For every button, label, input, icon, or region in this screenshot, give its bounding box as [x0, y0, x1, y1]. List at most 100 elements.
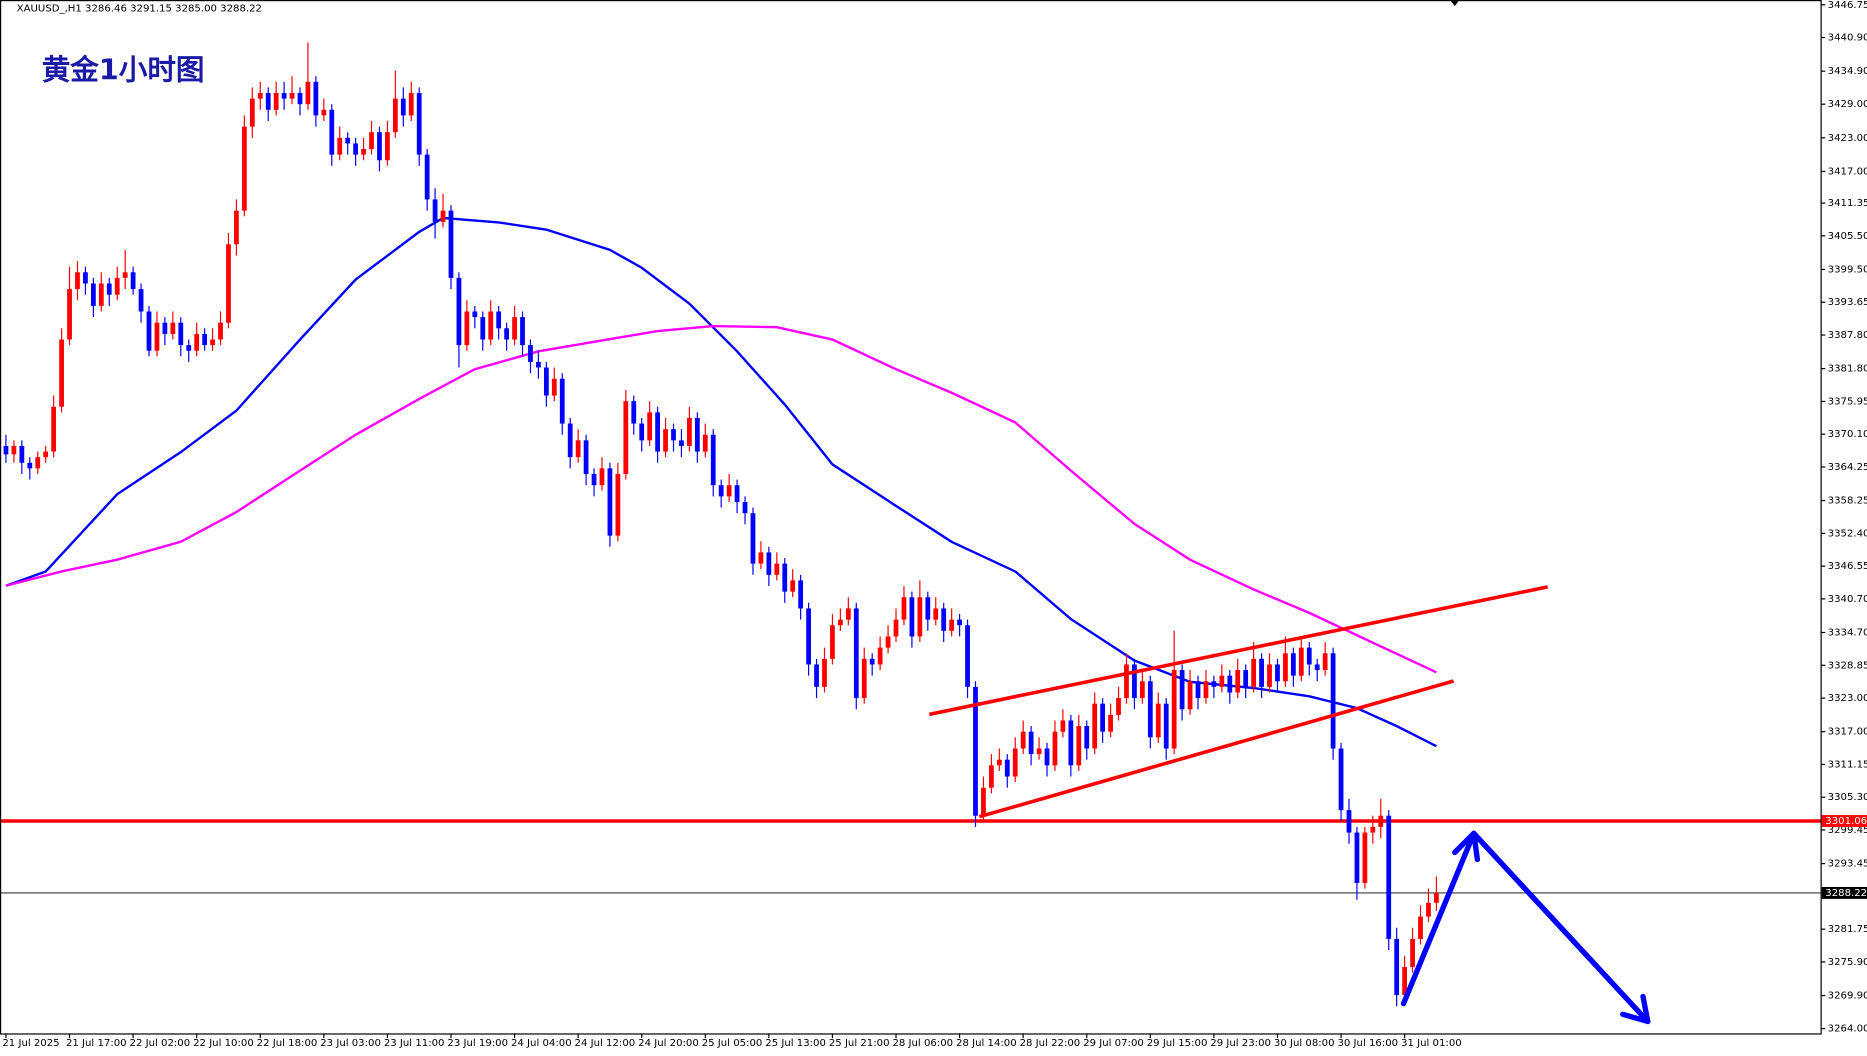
price-label: 3288.22	[1825, 888, 1867, 899]
y-tick-label: 3311.15	[1828, 759, 1867, 770]
candle-body	[536, 361, 541, 368]
candle-body	[241, 126, 247, 211]
candle-body	[1283, 653, 1288, 682]
candle-body	[750, 513, 756, 564]
candle-body	[19, 445, 25, 463]
candle-body	[464, 311, 470, 346]
candle-body	[98, 283, 104, 306]
candle-body	[1219, 675, 1225, 687]
candle-body	[718, 485, 724, 497]
candle-body	[583, 440, 589, 474]
candle-body	[369, 132, 374, 150]
x-tick-label: 23 Jul 19:00	[447, 1038, 508, 1049]
candle-body	[631, 401, 637, 424]
x-tick-label: 22 Jul 02:00	[130, 1038, 191, 1049]
candle-body	[106, 283, 112, 295]
candle-body	[472, 311, 478, 318]
candle-body	[440, 210, 446, 222]
candle-body	[734, 485, 740, 502]
candle-body	[830, 625, 835, 659]
candle-body	[90, 283, 96, 306]
candle-body	[543, 367, 549, 396]
candle-body	[1275, 664, 1280, 682]
candle-body	[766, 552, 772, 575]
candle-body	[567, 423, 573, 458]
candle-body	[377, 132, 382, 161]
y-tick-label: 3281.75	[1828, 924, 1867, 935]
x-tick-label: 25 Jul 05:00	[702, 1038, 763, 1049]
candle-body	[1346, 810, 1352, 833]
moving-average	[5, 324, 1437, 674]
candle-body	[408, 93, 414, 116]
x-tick-label: 22 Jul 10:00	[193, 1038, 254, 1049]
candle-body	[909, 597, 915, 637]
y-tick-label: 3305.30	[1828, 792, 1867, 803]
candle-body	[822, 658, 827, 687]
y-tick-label: 3364.25	[1828, 462, 1867, 473]
candle-body	[591, 473, 597, 486]
candle-body	[726, 485, 732, 497]
y-tick-label: 3375.95	[1828, 396, 1867, 407]
candle-body	[1092, 703, 1098, 749]
candle-body	[512, 317, 517, 340]
candle-body	[162, 322, 168, 334]
candle-body	[289, 93, 295, 99]
candle-body	[599, 468, 605, 486]
candle-body	[424, 154, 430, 200]
x-tick-label: 31 Jul 01:00	[1401, 1038, 1462, 1049]
candle-body	[869, 658, 875, 665]
candle-body	[893, 619, 899, 637]
candle-body	[1362, 832, 1368, 883]
candle-body	[305, 81, 311, 105]
candle-body	[1052, 731, 1058, 766]
price-label-box	[1821, 886, 1867, 899]
candle-body	[265, 93, 271, 110]
candle-body	[1036, 748, 1042, 755]
candle-body	[1386, 815, 1392, 939]
x-tick-label: 30 Jul 08:00	[1274, 1038, 1335, 1049]
candle-body	[138, 289, 144, 312]
candle-body	[35, 457, 41, 469]
candle-body	[178, 322, 184, 346]
x-tick-label: 24 Jul 12:00	[575, 1038, 636, 1049]
plot-border	[0, 0, 1822, 1035]
candle-body	[11, 445, 17, 455]
candle-body	[59, 339, 64, 407]
candle-body	[1004, 759, 1010, 777]
channel-upper	[928, 585, 1549, 717]
y-tick-label: 3264.00	[1828, 1024, 1867, 1035]
candle-body	[687, 417, 692, 446]
candle-body	[996, 759, 1002, 766]
candle-body	[1338, 748, 1344, 811]
candle-body	[385, 132, 390, 161]
candle-body	[313, 81, 319, 116]
x-tick-label: 21 Jul 2025	[2, 1038, 59, 1049]
y-tick-label: 3293.45	[1828, 859, 1867, 870]
candle-body	[655, 412, 660, 452]
candle-body	[186, 345, 192, 351]
y-tick-label: 3393.65	[1828, 297, 1867, 308]
arrow-up	[1400, 830, 1477, 1007]
candle-body	[845, 608, 851, 620]
candle-body	[885, 636, 891, 648]
x-tick-label: 23 Jul 03:00	[320, 1038, 381, 1049]
candle-body	[575, 440, 581, 458]
candle-body	[1227, 675, 1233, 693]
candle-body	[957, 619, 962, 626]
candle-body	[1290, 653, 1296, 676]
x-tick-label: 24 Jul 04:00	[511, 1038, 572, 1049]
candle-body	[1298, 647, 1304, 676]
candle-body	[1139, 681, 1145, 699]
candle-body	[416, 93, 422, 155]
candle-body	[607, 468, 613, 536]
candle-body	[1259, 658, 1264, 687]
candle-body	[218, 322, 223, 340]
candle-body	[83, 272, 88, 284]
y-tick-label: 3440.90	[1828, 33, 1867, 44]
candle-body	[559, 378, 565, 424]
candle-body	[1354, 832, 1360, 883]
candle-body	[1028, 731, 1034, 755]
y-tick-label: 3446.75	[1828, 0, 1867, 11]
candle-body	[520, 317, 525, 346]
